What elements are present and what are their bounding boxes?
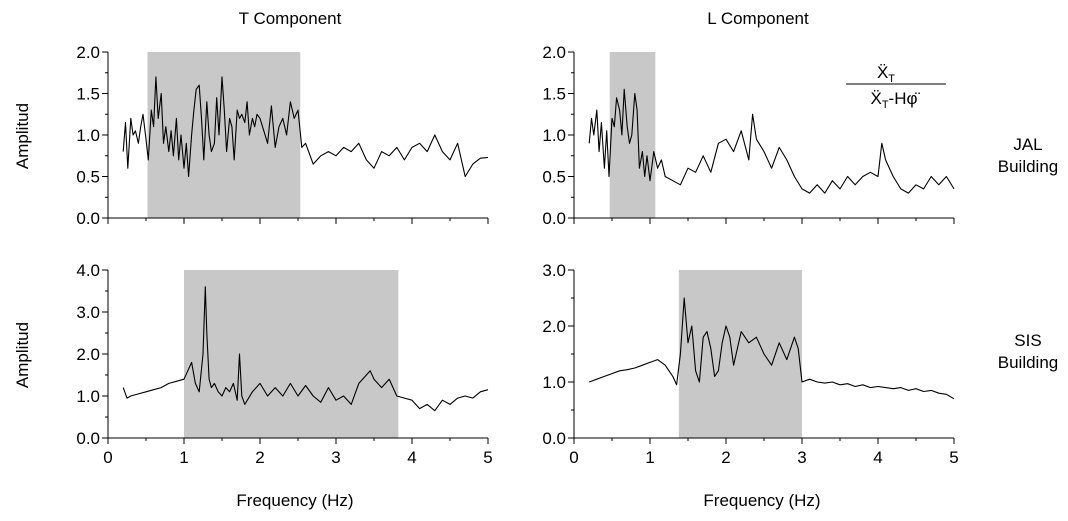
x-tick-label-sis-t: 0: [103, 448, 112, 467]
xlabel-left: Frequency (Hz): [236, 491, 353, 510]
x-tick-label-sis-t: 1: [179, 448, 188, 467]
y-tick-label-jal-l: 0.0: [542, 209, 566, 228]
x-tick-label-sis-l: 0: [569, 448, 578, 467]
shaded-band-jal-t: [147, 52, 301, 218]
row-label-jal-2: Building: [998, 157, 1059, 176]
formula-numerator: ẌT: [877, 63, 895, 85]
row-label-jal-1: JAL: [1013, 135, 1042, 154]
y-tick-label-sis-t: 4.0: [76, 261, 100, 280]
series-line-sis-t: [122, 286, 489, 412]
y-tick-label-sis-t: 1.0: [76, 387, 100, 406]
col-title-t: T Component: [239, 9, 342, 28]
col-title-l: L Component: [707, 9, 809, 28]
y-tick-label-sis-l: 0.0: [542, 429, 566, 448]
ylabel-bottom: Amplitud: [13, 322, 32, 388]
panel-jal-t: 0.0 0.5 1.0 1.5 2.0: [76, 43, 489, 228]
panel-jal-l: 0.0 0.5 1.0 1.5 2.0: [542, 43, 955, 228]
row-label-sis-1: SIS: [1014, 331, 1041, 350]
x-tick-label-sis-l: 1: [645, 448, 654, 467]
x-tick-label-sis-l: 5: [949, 448, 958, 467]
y-tick-label-jal-l: 1.0: [542, 126, 566, 145]
series-line-jal-l: [588, 88, 955, 194]
y-tick-label-jal-t: 1.0: [76, 126, 100, 145]
x-tick-label-sis-t: 5: [483, 448, 492, 467]
ylabel-top: Amplitud: [13, 103, 32, 169]
formula: ẌT ẌT-Hφ̈: [846, 63, 946, 111]
shaded-band-sis-l: [678, 270, 802, 438]
y-tick-label-jal-l: 0.5: [542, 168, 566, 187]
y-tick-label-sis-t: 3.0: [76, 303, 100, 322]
y-tick-label-sis-t: 0.0: [76, 429, 100, 448]
x-tick-label-sis-t: 2: [255, 448, 264, 467]
series-line-sis-l: [589, 297, 955, 400]
y-tick-label-jal-l: 2.0: [542, 43, 566, 62]
panel-sis-t: 0.0 1.0 2.0 3.0 4.0 0 1 2 3 4 5: [76, 261, 492, 467]
x-tick-label-sis-t: 3: [331, 448, 340, 467]
y-tick-label-sis-l: 2.0: [542, 317, 566, 336]
y-tick-label-jal-t: 0.5: [76, 168, 100, 187]
panel-sis-l: 0.0 1.0 2.0 3.0 0 1 2 3 4 5: [542, 261, 958, 467]
y-tick-label-jal-l: 1.5: [542, 85, 566, 104]
y-tick-label-sis-t: 2.0: [76, 345, 100, 364]
x-tick-label-sis-l: 2: [721, 448, 730, 467]
xlabel-right: Frequency (Hz): [703, 491, 820, 510]
x-tick-label-sis-l: 3: [797, 448, 806, 467]
panels: 0.0 0.5 1.0 1.5 2.0 0.0 0.5 1.0 1.5 2.0 0.0 1.0 2.0 3…: [76, 43, 958, 467]
x-tick-label-sis-t: 4: [407, 448, 416, 467]
row-label-sis-2: Building: [998, 353, 1059, 372]
x-tick-label-sis-l: 4: [873, 448, 882, 467]
y-tick-label-jal-t: 2.0: [76, 43, 100, 62]
y-tick-label-sis-l: 3.0: [542, 261, 566, 280]
y-tick-label-jal-t: 1.5: [76, 85, 100, 104]
y-tick-label-jal-t: 0.0: [76, 209, 100, 228]
formula-denominator: ẌT-Hφ̈: [870, 89, 920, 111]
series-line-jal-t: [122, 76, 489, 178]
y-tick-label-sis-l: 1.0: [542, 373, 566, 392]
shaded-band-sis-t: [184, 270, 399, 438]
shaded-band-jal-l: [609, 52, 656, 218]
